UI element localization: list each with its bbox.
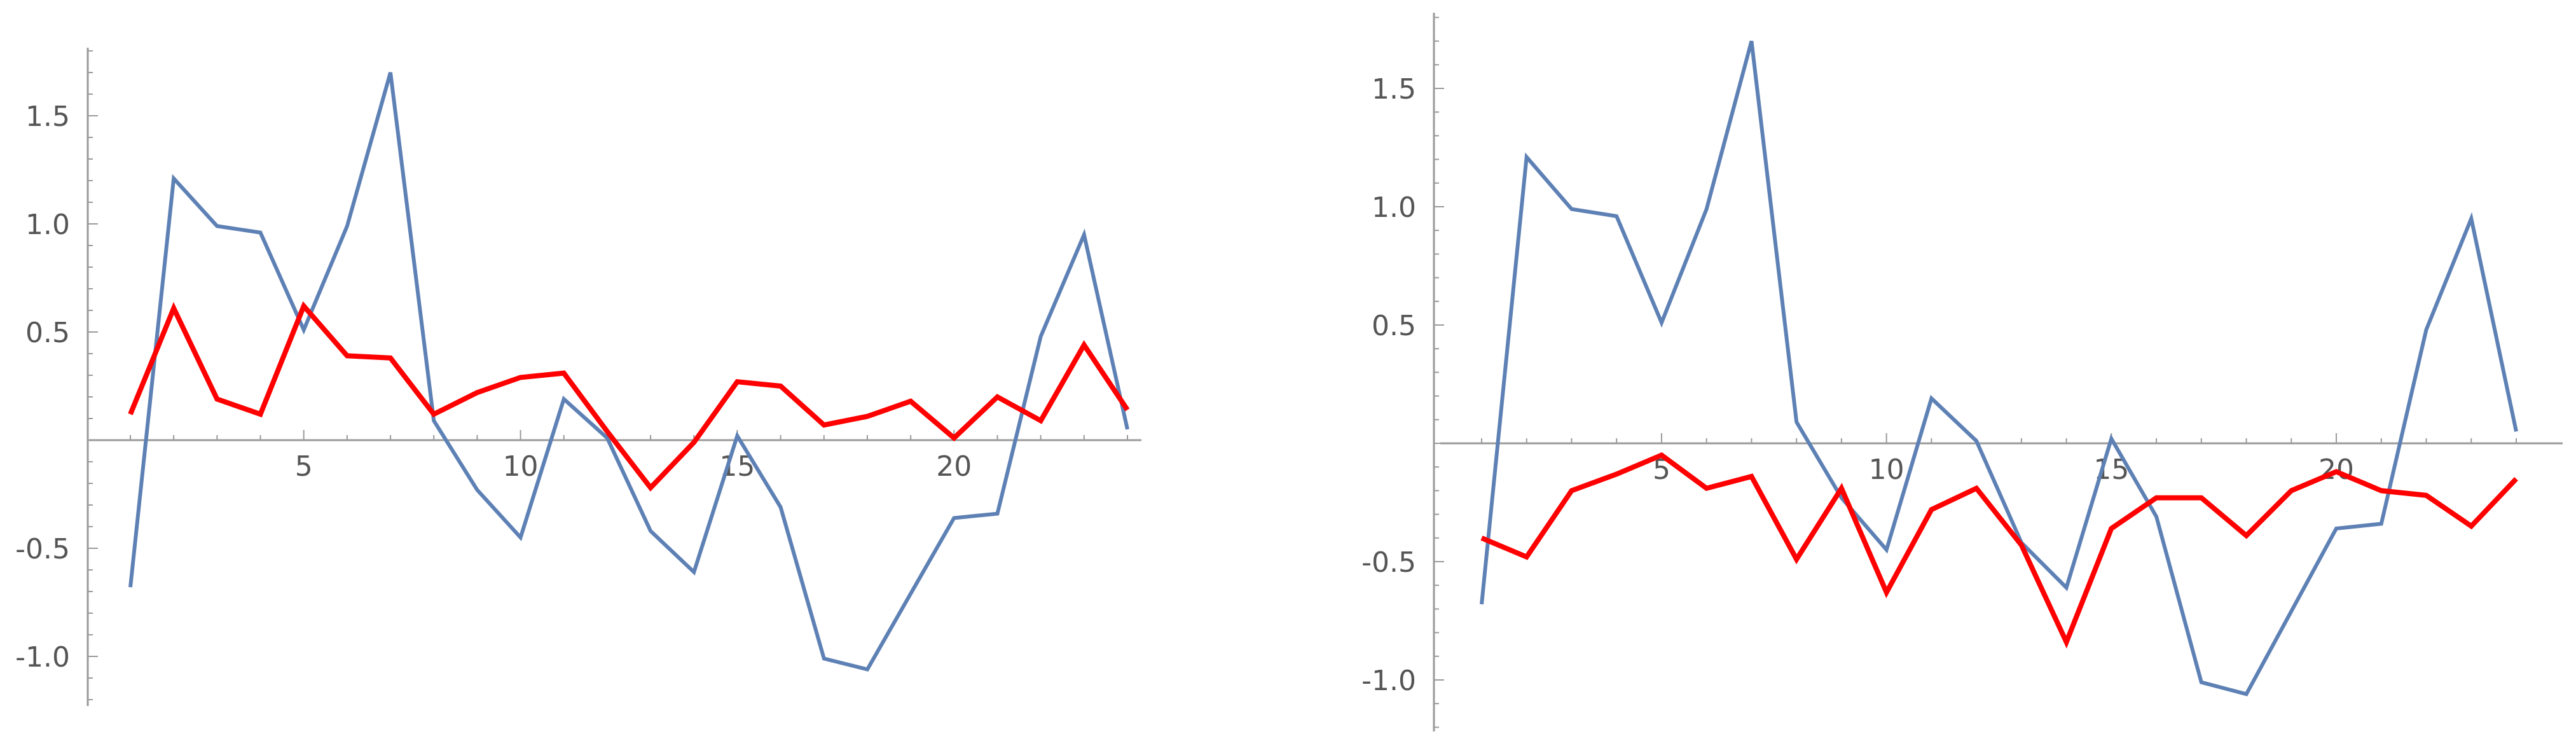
series-line-blue xyxy=(1482,41,2516,695)
y-tick-label: -1.0 xyxy=(15,641,70,674)
y-tick-label: 1.0 xyxy=(1372,191,1416,224)
y-tick-label: 1.5 xyxy=(1372,73,1416,106)
y-tick-label: -1.0 xyxy=(1361,665,1416,697)
y-tick-label: -0.5 xyxy=(1361,546,1416,579)
x-tick-label: 10 xyxy=(1869,454,1904,486)
y-tick-label: -0.5 xyxy=(15,533,70,565)
y-tick-label: 1.5 xyxy=(25,100,70,133)
x-tick-label: 10 xyxy=(503,450,539,483)
series-line-red xyxy=(130,306,1127,488)
y-tick-label: 0.5 xyxy=(1372,310,1416,342)
x-tick-label: 5 xyxy=(295,450,313,483)
y-tick-label: 1.0 xyxy=(25,209,70,241)
y-tick-label: 0.5 xyxy=(25,317,70,349)
series-line-red xyxy=(1482,455,2516,642)
x-tick-label: 20 xyxy=(936,450,972,483)
